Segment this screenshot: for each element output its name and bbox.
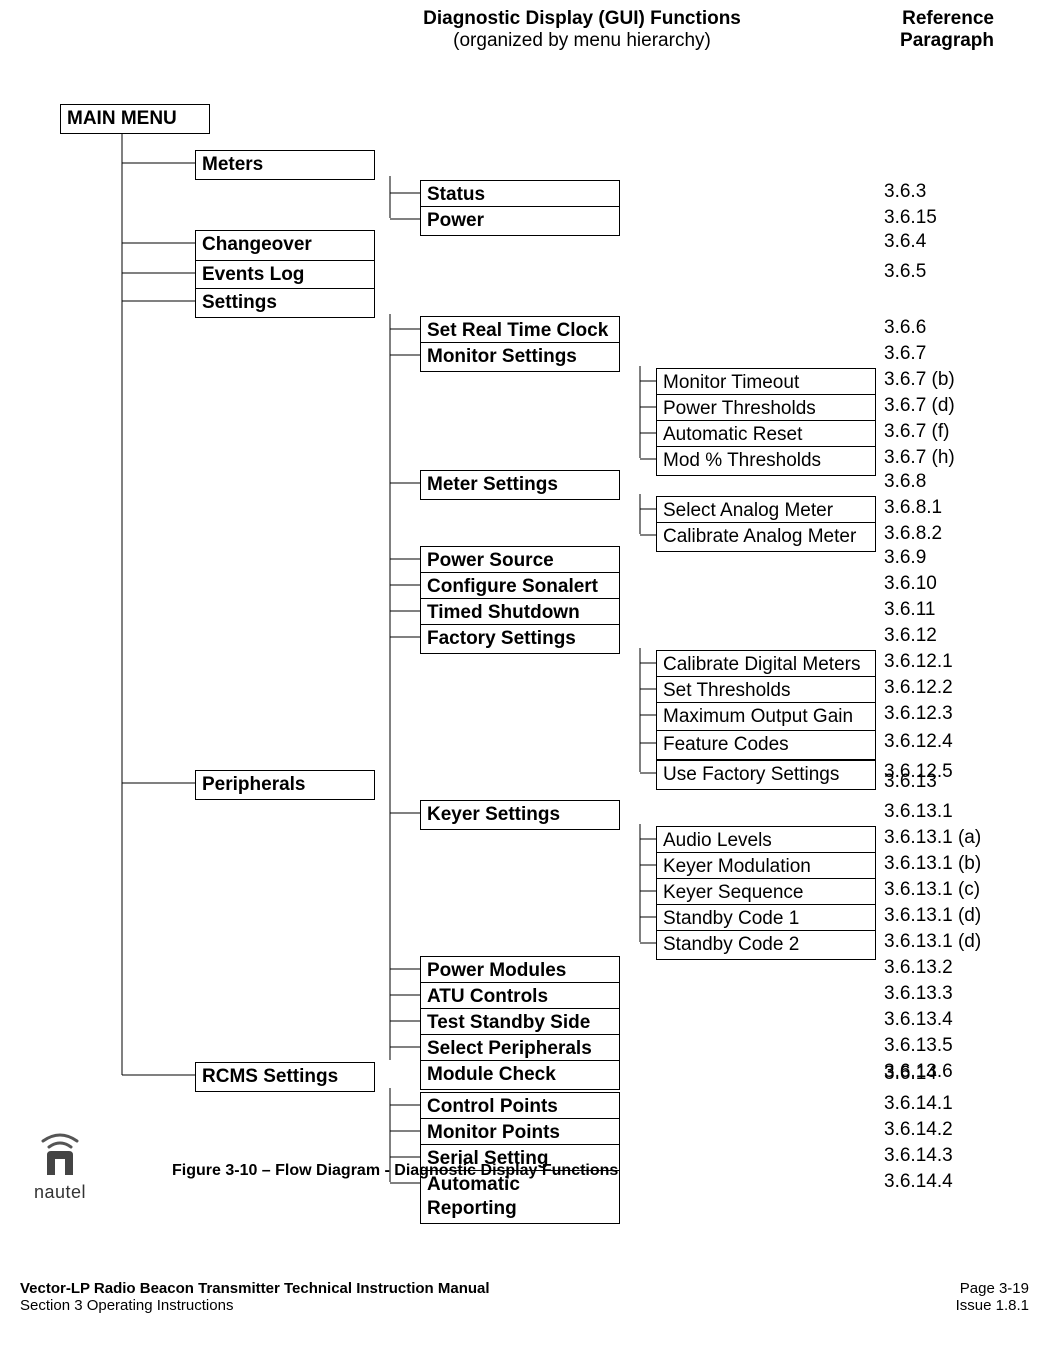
- footer-section: Section 3 Operating Instructions: [20, 1297, 233, 1314]
- ref-srtc: 3.6.6: [884, 316, 926, 340]
- ref-facset: 3.6.12: [884, 624, 937, 648]
- ref-level3-4: 3.6.8.1: [884, 496, 942, 520]
- ref-level3-7: 3.6.12.2: [884, 676, 953, 700]
- nautel-logo: nautel: [25, 1125, 95, 1203]
- ref-level3-10: 3.6.12.5: [884, 760, 953, 784]
- ref-monset: 3.6.7: [884, 342, 926, 366]
- submenu-power: Power: [420, 206, 620, 236]
- ref-pmod: 3.6.13.2: [884, 956, 953, 980]
- ref-level3-13: 3.6.13.1 (c): [884, 878, 980, 902]
- item-level3-8: Maximum Output Gain: [656, 702, 876, 732]
- ref-level3-15: 3.6.13.1 (d): [884, 930, 981, 954]
- ref-status: 3.6.3: [884, 180, 926, 204]
- ref-header-1: Reference: [834, 8, 994, 30]
- ref-atu: 3.6.13.3: [884, 982, 953, 1006]
- submenu-facset: Factory Settings: [420, 624, 620, 654]
- title-main: Diagnostic Display (GUI) Functions: [330, 8, 834, 30]
- menu-meters: Meters: [195, 150, 375, 180]
- ref-keyer: 3.6.13.1: [884, 800, 953, 824]
- ref-mchk: 3.6.13.6: [884, 1060, 953, 1084]
- ref-level3-9: 3.6.12.4: [884, 730, 953, 754]
- menu-eventslog: Events Log: [195, 260, 375, 290]
- ref-tsb: 3.6.13.4: [884, 1008, 953, 1032]
- ref-sser: 3.6.14.3: [884, 1144, 953, 1168]
- ref-cpts: 3.6.14.1: [884, 1092, 953, 1116]
- footer-page-number: Page 3-19: [960, 1280, 1029, 1297]
- submenu-meterset: Meter Settings: [420, 470, 620, 500]
- ref-selp: 3.6.13.5: [884, 1034, 953, 1058]
- ref-level3-11: 3.6.13.1 (a): [884, 826, 981, 850]
- ref-level3-5: 3.6.8.2: [884, 522, 942, 546]
- ref-level3-8: 3.6.12.3: [884, 702, 953, 726]
- ref-header-2: Paragraph: [834, 30, 994, 52]
- page: Diagnostic Display (GUI) Functions (orga…: [0, 0, 1049, 1346]
- ref-pss: 3.6.9: [884, 546, 926, 570]
- logo-text: nautel: [25, 1182, 95, 1203]
- ref-meterset: 3.6.8: [884, 470, 926, 494]
- ref-eventslog: 3.6.5: [884, 260, 926, 284]
- item-level3-3: Mod % Thresholds: [656, 446, 876, 476]
- submenu-mchk: Module Check: [420, 1060, 620, 1090]
- ref-level3-0: 3.6.7 (b): [884, 368, 955, 392]
- page-header: Diagnostic Display (GUI) Functions (orga…: [0, 0, 1049, 52]
- ref-level3-14: 3.6.13.1 (d): [884, 904, 981, 928]
- item-level3-5: Calibrate Analog Meter: [656, 522, 876, 552]
- ref-level3-12: 3.6.13.1 (b): [884, 852, 981, 876]
- page-footer: Vector-LP Radio Beacon Transmitter Techn…: [0, 1280, 1049, 1314]
- menu-peripherals: Peripherals: [195, 770, 375, 800]
- submenu-monset: Monitor Settings: [420, 342, 620, 372]
- submenu-keyer: Keyer Settings: [420, 800, 620, 830]
- title-sub: (organized by menu hierarchy): [330, 30, 834, 52]
- footer-manual-title: Vector-LP Radio Beacon Transmitter Techn…: [20, 1280, 490, 1297]
- ref-tsd: 3.6.11: [884, 598, 935, 622]
- ref-changeover: 3.6.4: [884, 230, 926, 254]
- ref-level3-1: 3.6.7 (d): [884, 394, 955, 418]
- item-level3-9: Feature Codes: [656, 730, 876, 760]
- menu-rcms: RCMS Settings: [195, 1062, 375, 1092]
- ref-level3-2: 3.6.7 (f): [884, 420, 949, 444]
- ref-cson: 3.6.10: [884, 572, 937, 596]
- menu-settings: Settings: [195, 288, 375, 318]
- item-level3-10: Use Factory Settings: [656, 760, 876, 790]
- item-level3-15: Standby Code 2: [656, 930, 876, 960]
- footer-issue: Issue 1.8.1: [956, 1297, 1029, 1314]
- ref-mpts: 3.6.14.2: [884, 1118, 953, 1142]
- ref-level3-6: 3.6.12.1: [884, 650, 953, 674]
- figure-caption: Figure 3-10 – Flow Diagram - Diagnostic …: [172, 1162, 618, 1180]
- root-main-menu: MAIN MENU: [60, 104, 210, 134]
- ref-power: 3.6.15: [884, 206, 937, 230]
- ref-level3-3: 3.6.7 (h): [884, 446, 955, 470]
- ref-arep: 3.6.14.4: [884, 1170, 953, 1194]
